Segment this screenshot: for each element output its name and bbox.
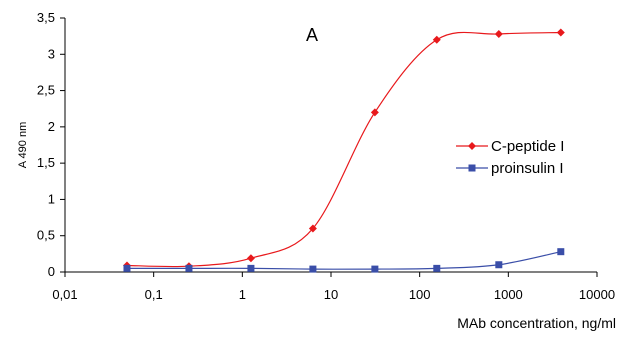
series-line (126, 31, 561, 268)
series (122, 28, 565, 273)
data-point (556, 28, 565, 37)
x-tick-label: 1 (239, 287, 246, 302)
legend-marker (468, 164, 476, 172)
x-tick-label: 0,1 (145, 287, 163, 302)
y-tick-label: 3 (48, 46, 55, 61)
y-tick-label: 0,5 (37, 228, 55, 243)
data-point (247, 264, 255, 272)
x-tick-label: 1000 (494, 287, 523, 302)
x-tick-label: 100 (409, 287, 431, 302)
y-tick-label: 2,5 (37, 83, 55, 98)
series-line (126, 251, 561, 270)
legend-item: proinsulin I (456, 160, 564, 177)
data-point (371, 265, 379, 273)
x-axis-title: MAb concentration, ng/ml (457, 315, 616, 331)
data-point (246, 254, 255, 263)
data-point (432, 35, 441, 44)
data-point (433, 264, 441, 272)
data-point (185, 264, 193, 272)
data-point (309, 265, 317, 273)
data-point (308, 224, 317, 233)
y-tick-label: 2 (48, 119, 55, 134)
x-tick-label: 10000 (579, 287, 615, 302)
data-point (123, 264, 131, 272)
x-tick-label: 10 (324, 287, 338, 302)
legend-item: C-peptide I (456, 138, 564, 155)
y-axis-title: A 490 nm (17, 122, 29, 168)
y-tick-label: 0 (48, 264, 55, 279)
y-tick-label: 1,5 (37, 155, 55, 170)
legend-label: C-peptide I (491, 138, 564, 155)
legend: C-peptide I proinsulin I (456, 138, 564, 177)
y-tick-label: 1 (48, 191, 55, 206)
ticks: 0 0,5 1 1,5 2 2,5 3 3,5 0,01 0,1 1 10 100 1000 10000 (37, 10, 615, 302)
legend-marker (468, 142, 476, 150)
panel-label: A (306, 25, 318, 45)
series-1 (122, 28, 565, 271)
legend-label: proinsulin I (491, 160, 564, 177)
data-point (557, 248, 565, 256)
series-2 (123, 248, 565, 273)
data-point (494, 29, 503, 38)
data-point (495, 261, 503, 269)
y-tick-label: 3,5 (37, 10, 55, 25)
x-tick-label: 0,01 (52, 287, 77, 302)
data-point (370, 108, 379, 117)
